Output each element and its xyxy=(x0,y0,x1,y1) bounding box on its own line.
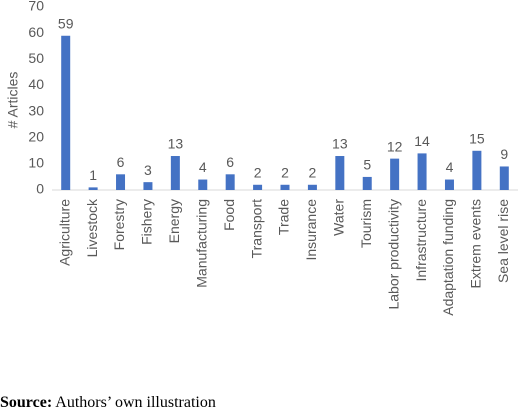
x-tick-label: Infrastructure xyxy=(413,199,429,282)
data-label: 3 xyxy=(144,162,152,178)
bar xyxy=(61,35,71,190)
bar xyxy=(472,150,482,190)
x-tick-label: Food xyxy=(221,199,237,231)
x-tick-label: Adaptation funding xyxy=(440,199,456,316)
data-label: 14 xyxy=(414,133,430,149)
x-tick-label: Fishery xyxy=(139,199,155,245)
x-tick-label: Forestry xyxy=(111,199,127,250)
y-tick-label: 0 xyxy=(36,181,44,197)
data-label: 1 xyxy=(89,167,97,183)
bar xyxy=(225,174,235,190)
y-tick-label: 50 xyxy=(28,50,44,66)
bar xyxy=(88,187,98,190)
bar xyxy=(198,179,208,190)
bar xyxy=(170,156,180,190)
x-tick-label: Livestock xyxy=(84,198,100,257)
bar xyxy=(280,184,290,190)
bar xyxy=(390,158,400,190)
bar xyxy=(116,174,126,190)
x-tick-label: Labor productivity xyxy=(385,199,401,310)
bar xyxy=(417,153,427,190)
data-label: 12 xyxy=(387,138,403,154)
data-label: 15 xyxy=(469,130,485,146)
x-tick-label: Manufacturing xyxy=(193,199,209,288)
bar xyxy=(143,182,153,190)
bar xyxy=(499,166,509,190)
caption-text: Authors’ own illustration xyxy=(55,394,216,411)
x-tick-label: Trade xyxy=(276,199,292,235)
y-tick-label: 20 xyxy=(28,128,44,144)
bar xyxy=(362,176,372,190)
x-tick-label: Water xyxy=(331,199,347,236)
data-label: 2 xyxy=(281,164,289,180)
data-label: 4 xyxy=(446,159,454,175)
data-label: 6 xyxy=(117,154,125,170)
caption-label: Source: xyxy=(0,394,52,411)
y-tick-label: 10 xyxy=(28,155,44,171)
x-tick-label: Sea level rise xyxy=(495,199,511,283)
x-tick-label: Agriculture xyxy=(56,199,72,266)
data-label: 2 xyxy=(254,164,262,180)
y-tick-label: 30 xyxy=(28,102,44,118)
x-tick-label: Insurance xyxy=(303,199,319,261)
x-tick-label: Energy xyxy=(166,199,182,243)
bar xyxy=(253,184,263,190)
data-label: 59 xyxy=(58,15,74,31)
x-tick-label: Transport xyxy=(248,199,264,259)
x-tick-label: Extrem events xyxy=(468,199,484,288)
bar xyxy=(335,156,345,190)
y-tick-label: 40 xyxy=(28,76,44,92)
data-label: 4 xyxy=(199,159,207,175)
data-label: 9 xyxy=(500,146,508,162)
data-label: 6 xyxy=(226,154,234,170)
data-label: 13 xyxy=(168,136,184,152)
y-tick-label: 70 xyxy=(28,0,44,14)
y-tick-label: 60 xyxy=(28,24,44,40)
data-label: 5 xyxy=(363,157,371,173)
data-label: 2 xyxy=(309,164,317,180)
bar xyxy=(307,184,317,190)
bar xyxy=(444,179,454,190)
x-tick-label: Tourism xyxy=(358,199,374,248)
y-axis-label: # Articles xyxy=(5,72,21,129)
data-label: 13 xyxy=(332,136,348,152)
caption: Source: Authors’ own illustration xyxy=(0,394,216,411)
